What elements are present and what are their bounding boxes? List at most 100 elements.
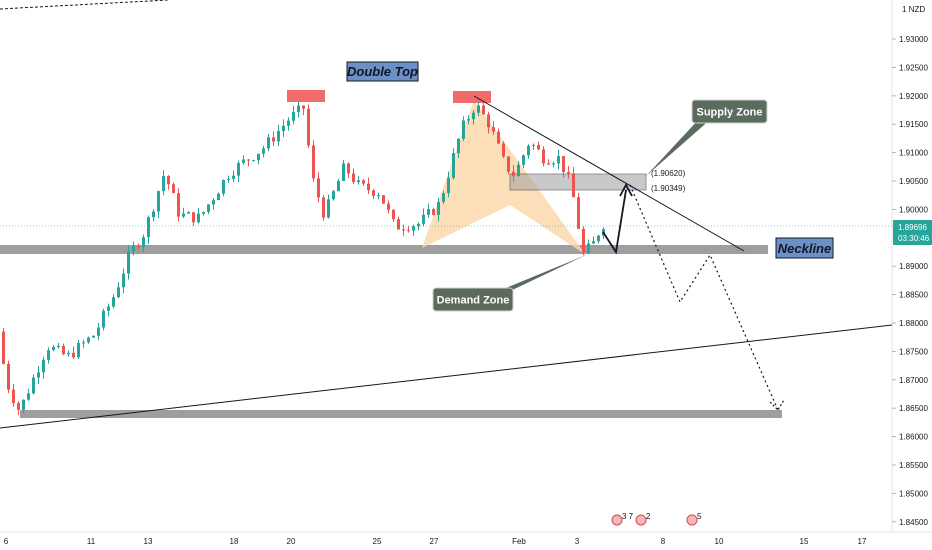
candle-body[interactable] [472, 112, 475, 120]
candle-body[interactable] [42, 359, 45, 373]
rising-trendline[interactable] [0, 324, 893, 429]
candle-body[interactable] [17, 402, 20, 410]
candle-body[interactable] [252, 160, 255, 162]
candle-body[interactable] [237, 162, 240, 176]
candle-body[interactable] [357, 180, 360, 183]
candle-body[interactable] [207, 204, 210, 212]
double-top-marker-right[interactable] [453, 91, 491, 103]
candle-body[interactable] [397, 219, 400, 230]
candle-body[interactable] [547, 163, 550, 165]
candle-body[interactable] [577, 197, 580, 229]
candle-body[interactable] [37, 372, 40, 378]
candle-body[interactable] [447, 177, 450, 194]
candle-body[interactable] [407, 230, 410, 232]
candle-body[interactable] [172, 184, 175, 194]
candle-body[interactable] [342, 163, 345, 181]
candle-body[interactable] [387, 203, 390, 210]
candle-body[interactable] [122, 273, 125, 288]
candles[interactable] [2, 101, 605, 416]
candle-body[interactable] [322, 197, 325, 218]
current-price-tag[interactable] [893, 220, 932, 245]
candle-body[interactable] [482, 105, 485, 115]
candle-body[interactable] [292, 111, 295, 121]
candle-body[interactable] [592, 241, 595, 244]
candle-body[interactable] [157, 191, 160, 212]
event-flag-icon[interactable] [611, 514, 623, 526]
candle-body[interactable] [112, 297, 115, 307]
candle-body[interactable] [277, 131, 280, 142]
candle-body[interactable] [347, 163, 350, 174]
candle-body[interactable] [362, 180, 365, 184]
time-axis[interactable]: 6 11 13 18 20 25 27 Feb 3 8 10 15 17 [4, 537, 867, 546]
candle-body[interactable] [32, 377, 35, 394]
double-top-marker-left[interactable] [287, 90, 325, 102]
candle-body[interactable] [132, 245, 135, 252]
candle-body[interactable] [182, 213, 185, 217]
candle-body[interactable] [312, 145, 315, 179]
candle-body[interactable] [192, 212, 195, 223]
candle-body[interactable] [402, 229, 405, 231]
candle-body[interactable] [287, 120, 290, 126]
candle-body[interactable] [12, 389, 15, 403]
candle-body[interactable] [422, 214, 425, 224]
candle-body[interactable] [187, 212, 190, 214]
candle-body[interactable] [222, 180, 225, 194]
candle-body[interactable] [377, 195, 380, 197]
candle-body[interactable] [432, 209, 435, 215]
candle-body[interactable] [22, 399, 25, 410]
candle-body[interactable] [77, 343, 80, 358]
candle-body[interactable] [107, 306, 110, 311]
candle-body[interactable] [72, 352, 75, 358]
candle-body[interactable] [367, 183, 370, 191]
candle-body[interactable] [302, 105, 305, 109]
candle-body[interactable] [227, 178, 230, 181]
candle-body[interactable] [412, 226, 415, 231]
candle-body[interactable] [242, 159, 245, 163]
candle-body[interactable] [392, 209, 395, 220]
candle-body[interactable] [452, 153, 455, 178]
candle-body[interactable] [562, 156, 565, 172]
candle-body[interactable] [542, 149, 545, 164]
event-flag-icon[interactable] [686, 514, 698, 526]
descending-trendline[interactable] [473, 95, 745, 252]
candle-body[interactable] [97, 327, 100, 336]
candle-body[interactable] [92, 335, 95, 338]
candle-body[interactable] [217, 193, 220, 201]
candle-body[interactable] [167, 176, 170, 185]
candle-body[interactable] [212, 200, 215, 205]
supply-zone-box[interactable] [509, 173, 647, 191]
candle-body[interactable] [462, 120, 465, 139]
candle-body[interactable] [337, 180, 340, 192]
candle-body[interactable] [52, 346, 55, 351]
candle-body[interactable] [2, 331, 5, 364]
candle-body[interactable] [427, 209, 430, 215]
candle-body[interactable] [307, 108, 310, 146]
candle-body[interactable] [332, 191, 335, 200]
lower-support-zone[interactable] [20, 410, 782, 418]
candle-body[interactable] [142, 237, 145, 248]
candle-body[interactable] [557, 156, 560, 164]
candle-body[interactable] [57, 345, 60, 347]
candle-body[interactable] [567, 171, 570, 174]
double-top-label-box[interactable] [346, 61, 419, 82]
candle-body[interactable] [512, 171, 515, 177]
candle-body[interactable] [532, 144, 535, 146]
candle-body[interactable] [457, 138, 460, 154]
candle-body[interactable] [7, 363, 10, 390]
candle-body[interactable] [102, 310, 105, 328]
candle-body[interactable] [47, 350, 50, 360]
candle-body[interactable] [27, 393, 30, 400]
event-flag-icon[interactable] [635, 514, 647, 526]
candle-body[interactable] [372, 190, 375, 196]
neckline-zone[interactable] [0, 245, 768, 254]
candle-body[interactable] [467, 119, 470, 121]
candle-body[interactable] [282, 125, 285, 132]
candle-body[interactable] [137, 245, 140, 248]
candle-body[interactable] [522, 155, 525, 165]
candle-body[interactable] [582, 228, 585, 254]
candle-body[interactable] [442, 193, 445, 202]
candle-body[interactable] [572, 173, 575, 198]
candle-body[interactable] [487, 114, 490, 128]
candle-body[interactable] [232, 175, 235, 179]
